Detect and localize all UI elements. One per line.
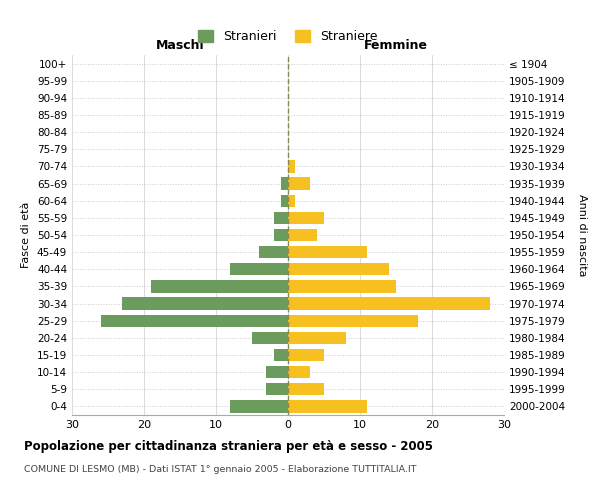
Text: Maschi: Maschi [155, 40, 205, 52]
Text: Popolazione per cittadinanza straniera per età e sesso - 2005: Popolazione per cittadinanza straniera p… [24, 440, 433, 453]
Bar [281, 194, 288, 207]
Bar [288, 298, 490, 310]
Bar [288, 212, 324, 224]
Bar [230, 400, 288, 412]
Y-axis label: Fasce di età: Fasce di età [22, 202, 31, 268]
Bar [288, 229, 317, 241]
Bar [288, 246, 367, 258]
Bar [101, 314, 288, 327]
Bar [288, 178, 310, 190]
Bar [266, 383, 288, 396]
Bar [288, 349, 324, 361]
Bar [266, 366, 288, 378]
Bar [151, 280, 288, 292]
Bar [288, 194, 295, 207]
Bar [288, 263, 389, 276]
Bar [288, 383, 324, 396]
Legend: Stranieri, Straniere: Stranieri, Straniere [193, 25, 383, 48]
Bar [252, 332, 288, 344]
Bar [122, 298, 288, 310]
Bar [274, 212, 288, 224]
Bar [288, 280, 396, 292]
Bar [288, 332, 346, 344]
Text: COMUNE DI LESMO (MB) - Dati ISTAT 1° gennaio 2005 - Elaborazione TUTTITALIA.IT: COMUNE DI LESMO (MB) - Dati ISTAT 1° gen… [24, 465, 416, 474]
Bar [259, 246, 288, 258]
Bar [274, 349, 288, 361]
Text: Femmine: Femmine [364, 40, 428, 52]
Bar [288, 366, 310, 378]
Bar [281, 178, 288, 190]
Bar [288, 400, 367, 412]
Bar [288, 314, 418, 327]
Bar [274, 229, 288, 241]
Y-axis label: Anni di nascita: Anni di nascita [577, 194, 587, 276]
Bar [230, 263, 288, 276]
Bar [288, 160, 295, 172]
